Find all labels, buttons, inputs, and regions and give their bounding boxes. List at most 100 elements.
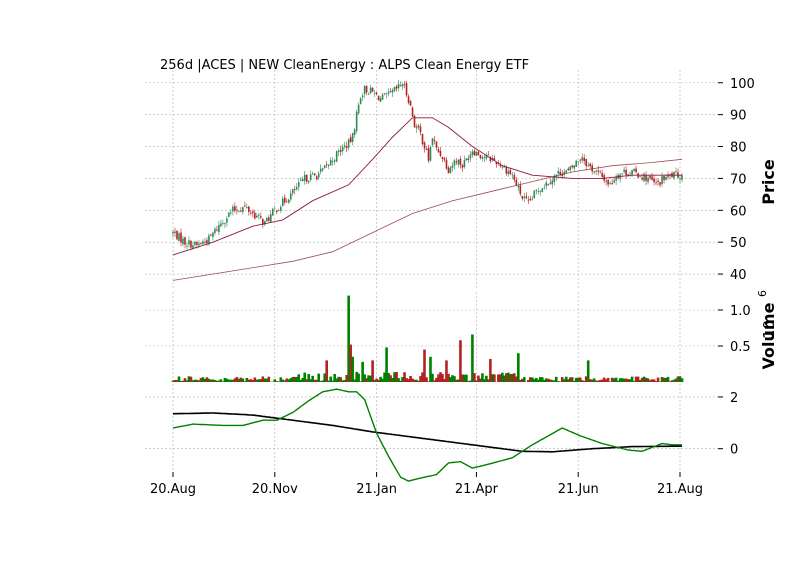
- candle-body: [234, 206, 236, 211]
- candle-body: [297, 182, 300, 187]
- candle-body: [575, 160, 578, 167]
- candle-body: [449, 167, 452, 173]
- candle-body: [543, 187, 546, 189]
- volume-bar: [501, 372, 504, 382]
- volume-bar: [435, 377, 438, 382]
- candle-body: [254, 212, 256, 219]
- candle-body: [435, 141, 438, 148]
- candle-body: [459, 158, 462, 166]
- candle-body: [615, 176, 617, 181]
- volume-bar: [185, 380, 189, 382]
- candle-body: [289, 193, 292, 200]
- volume-bar: [239, 377, 243, 382]
- candle-body: [451, 165, 454, 168]
- volume-bar: [572, 380, 576, 382]
- volume-bar: [361, 361, 364, 382]
- candle-body: [351, 133, 354, 142]
- candle-body: [653, 178, 655, 182]
- volume-bar: [387, 373, 390, 382]
- candle-body: [507, 171, 510, 174]
- volume-bar: [307, 373, 311, 382]
- candle-body: [198, 243, 200, 246]
- volume-bar: [327, 380, 330, 382]
- candle-body: [539, 191, 542, 193]
- volume-bar: [397, 378, 400, 382]
- candle-body: [559, 171, 562, 175]
- x-tick-label: 21.Jan: [356, 482, 397, 497]
- volume-bar: [479, 378, 482, 382]
- volume-bar: [481, 373, 484, 382]
- candle-body: [595, 170, 597, 172]
- volume-bar: [632, 381, 636, 382]
- candle-body: [439, 150, 442, 156]
- candle-body: [445, 159, 448, 169]
- candle-body: [176, 230, 178, 240]
- candle-body: [565, 170, 568, 173]
- candle-body: [663, 176, 665, 181]
- candle-body: [503, 166, 506, 168]
- volume-bar: [227, 379, 231, 382]
- candle-body: [186, 245, 188, 247]
- candle-body: [305, 174, 308, 182]
- volume-bar: [297, 374, 301, 382]
- candle-body: [421, 133, 424, 145]
- candle-body: [389, 90, 392, 92]
- candle-body: [629, 173, 631, 175]
- candle-body: [327, 164, 330, 167]
- volume-bar: [399, 380, 402, 382]
- volume-bar: [562, 379, 566, 382]
- volume-bar: [445, 360, 448, 382]
- candle-body: [262, 218, 264, 225]
- volume-bar: [590, 379, 594, 382]
- volume-bar: [542, 379, 546, 382]
- candle-body: [655, 182, 657, 184]
- candle-body: [483, 157, 486, 159]
- volume-bar: [287, 379, 291, 382]
- volume-bar: [558, 381, 562, 382]
- candle-body: [275, 210, 278, 213]
- volume-bar: [519, 379, 522, 382]
- candle-body: [461, 165, 464, 168]
- candle-body: [413, 115, 416, 128]
- candle-body: [180, 232, 182, 243]
- volume-bar: [203, 378, 207, 382]
- candle-body: [299, 179, 302, 181]
- volume-bar: [471, 334, 474, 382]
- y-tick-label: 1.0: [730, 304, 751, 319]
- volume-bar: [369, 375, 372, 382]
- volume-bar: [654, 381, 658, 382]
- candle-body: [333, 160, 336, 162]
- candle-body: [174, 231, 176, 233]
- volume-bar: [197, 380, 201, 382]
- volume-bar: [349, 344, 352, 382]
- candle-body: [222, 223, 224, 225]
- candle-body: [505, 166, 508, 174]
- chart-title: 256d |ACES | NEW CleanEnergy : ALPS Clea…: [160, 58, 529, 73]
- candle-body: [349, 137, 352, 143]
- volume-bar: [507, 372, 510, 382]
- candle-body: [240, 210, 242, 212]
- volume-bar: [235, 377, 239, 382]
- volume-bar: [449, 377, 452, 382]
- volume-bar: [544, 378, 548, 382]
- volume-bar: [407, 379, 410, 382]
- candle-body: [283, 197, 286, 203]
- candle-body: [419, 126, 422, 133]
- volume-bar: [453, 376, 456, 382]
- volume-bar: [257, 379, 261, 382]
- candle-body: [579, 159, 581, 161]
- volume-bar: [321, 380, 325, 382]
- volume-bar: [515, 376, 518, 382]
- candle-body: [357, 104, 360, 114]
- candle-body: [379, 98, 382, 102]
- volume-bar: [199, 378, 203, 382]
- candle-body: [545, 182, 548, 187]
- candle-body: [405, 83, 408, 96]
- volume-bar: [417, 380, 420, 382]
- volume-bar: [638, 379, 642, 382]
- volume-bar: [363, 374, 366, 382]
- candle-body: [665, 176, 667, 180]
- volume-bar: [355, 371, 358, 382]
- candle-body: [571, 165, 574, 168]
- candle-body: [268, 217, 270, 221]
